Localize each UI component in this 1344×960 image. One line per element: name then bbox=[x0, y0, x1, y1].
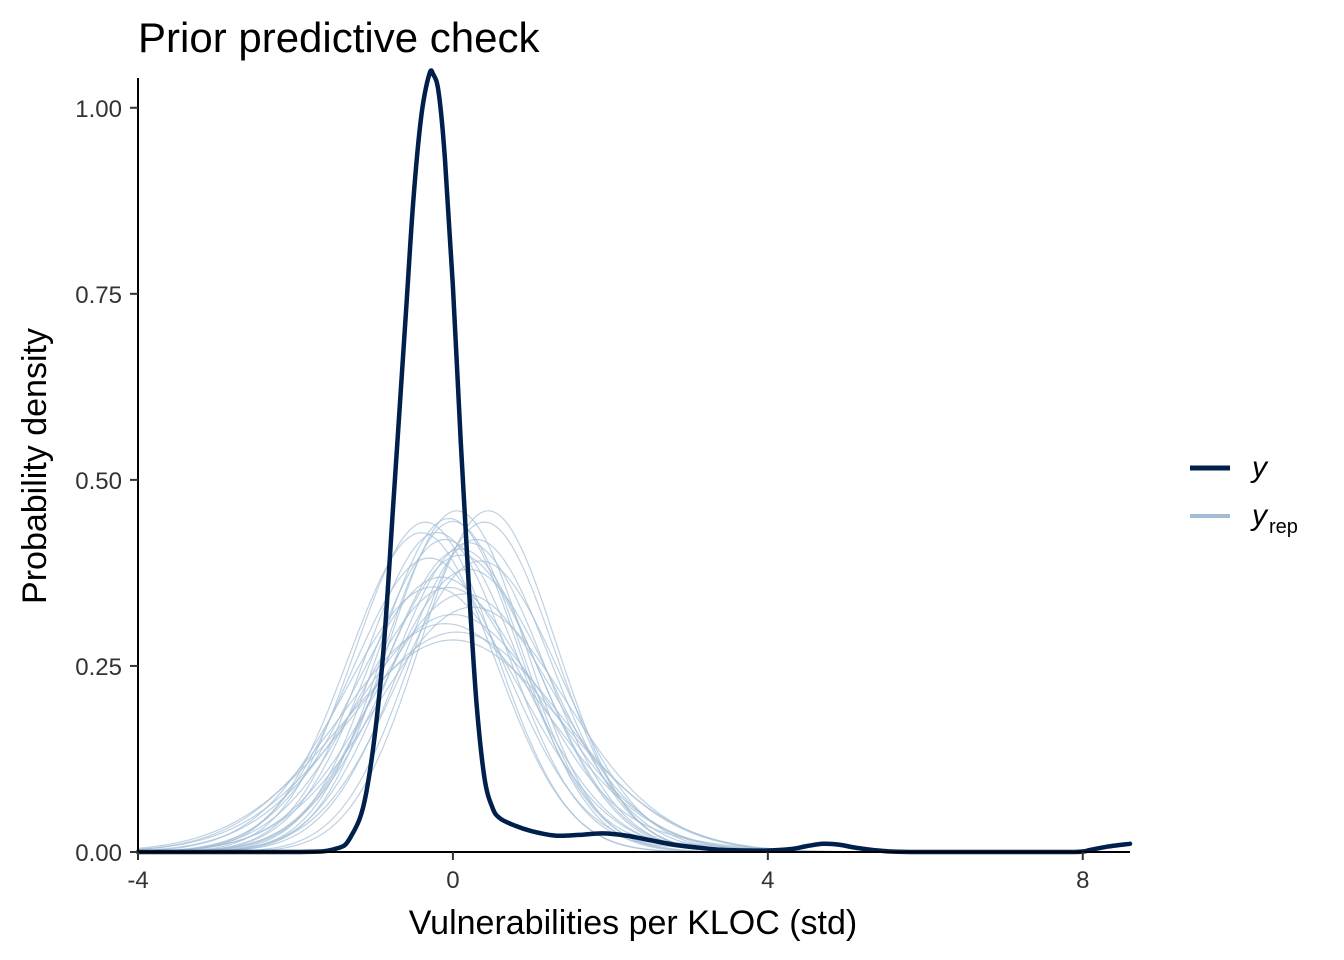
legend-label-2: y rep bbox=[1250, 499, 1298, 538]
x-tick-label: -4 bbox=[127, 867, 148, 894]
yrep-line-24 bbox=[138, 517, 1004, 853]
y-tick-label: 1.00 bbox=[75, 96, 122, 123]
x-axis-label: Vulnerabilities per KLOC (std) bbox=[409, 904, 857, 942]
legend-label-sub: rep bbox=[1269, 516, 1298, 538]
yrep-line-9 bbox=[137, 557, 1004, 853]
yrep-line-14 bbox=[138, 532, 1004, 853]
y-tick-label: 0.50 bbox=[75, 468, 122, 495]
y-ticks-group: 0.00 0.25 0.50 0.75 1.00 bbox=[75, 96, 138, 867]
legend: y y rep bbox=[1190, 451, 1298, 538]
x-ticks-group: -4 0 4 8 bbox=[127, 852, 1089, 894]
y-tick-label: 0.75 bbox=[75, 282, 122, 309]
yrep-lines-group bbox=[137, 510, 1004, 853]
x-tick-label: 0 bbox=[446, 867, 459, 894]
yrep-line-19 bbox=[138, 560, 1004, 853]
chart-title: Prior predictive check bbox=[138, 14, 540, 61]
yrep-line-4 bbox=[138, 531, 1004, 853]
y-line-group bbox=[135, 68, 1133, 855]
yrep-line-25 bbox=[137, 639, 1004, 853]
y-tick-label: 0.25 bbox=[75, 654, 122, 681]
y-density-line bbox=[135, 68, 1133, 855]
x-tick-label: 4 bbox=[761, 867, 774, 894]
y-tick-label: 0.00 bbox=[75, 840, 122, 867]
y-axis-label: Probability density bbox=[16, 328, 54, 604]
yrep-line-3 bbox=[138, 554, 1004, 853]
x-tick-label: 8 bbox=[1076, 867, 1089, 894]
legend-label-1: y bbox=[1250, 451, 1269, 484]
